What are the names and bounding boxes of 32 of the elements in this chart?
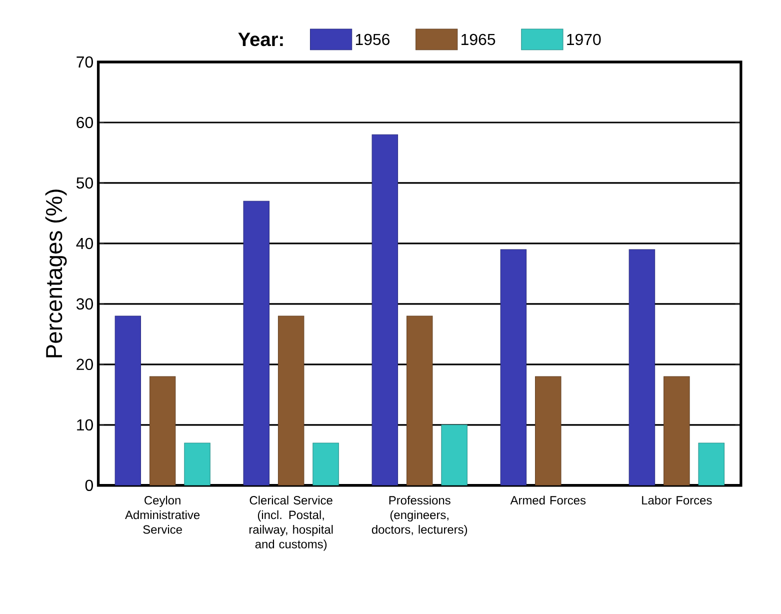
x-tick-label: Ceylon Administrative Service [125,496,200,534]
bar [535,376,562,486]
bar [441,424,468,486]
bar [500,249,527,486]
legend-label: 1965 [462,34,496,46]
y-tick-label: 60 [76,116,93,128]
bar [114,316,141,486]
bar [664,376,690,486]
bar [312,442,339,486]
bar [628,249,656,486]
x-tick-label: Clerical Service (incl. Postal, railway, hospital and customs) [249,496,333,551]
y-tick-label: 70 [76,56,93,68]
bar [184,442,210,486]
x-tick-label: Professions (engineers, doctors, lecturers) [372,496,468,536]
y-tick-label: 50 [76,177,93,189]
x-tick-label: Armed Forces [510,496,586,505]
bar [243,200,270,486]
bar [149,376,176,486]
bar [278,316,304,486]
y-tick-label: 10 [77,419,93,431]
y-tick-label: 0 [85,480,93,492]
y-tick-label: 20 [76,358,93,370]
y-tick-label: 40 [76,238,93,250]
bar [372,134,398,486]
bar [698,442,724,486]
x-tick-label: Labor Forces [642,496,712,505]
y-axis-title: Percentages (%) [45,190,67,358]
legend-title: Year: [238,32,283,46]
legend-label: 1970 [567,34,601,46]
y-tick-label: 30 [76,298,93,310]
bar [406,316,433,486]
legend-label: 1956 [356,34,390,46]
